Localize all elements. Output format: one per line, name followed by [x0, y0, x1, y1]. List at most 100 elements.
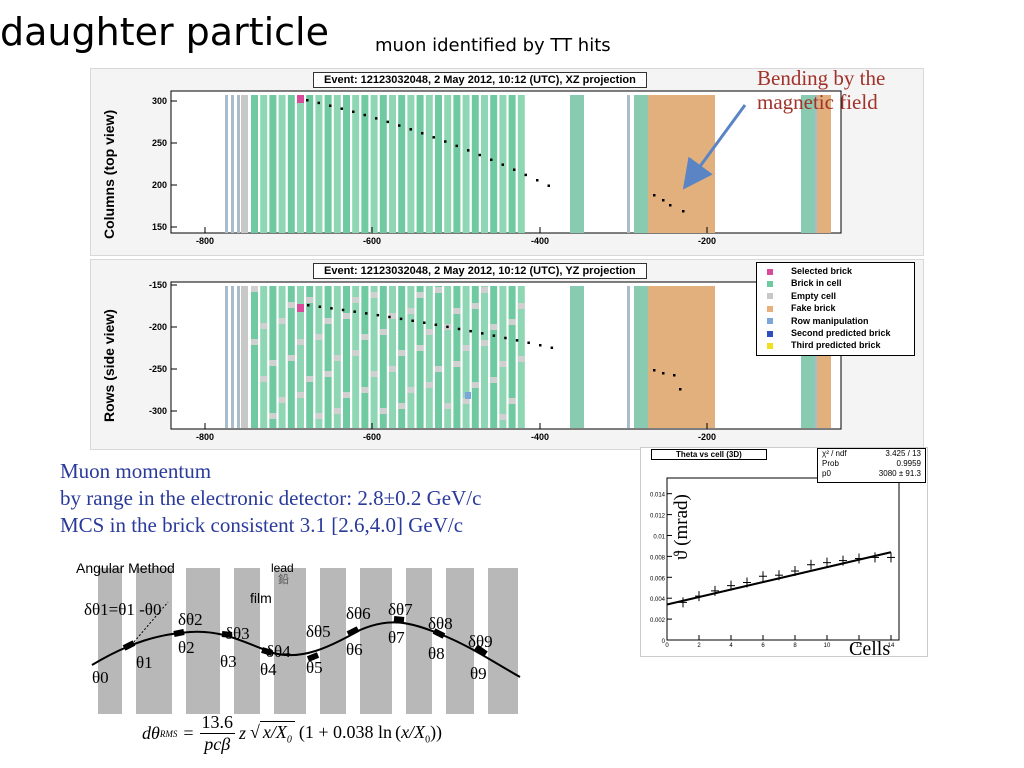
- xz-projection-plot: 300 250 200 150 -800 -600 -400 -200: [152, 90, 842, 246]
- empty-cell: [278, 318, 286, 324]
- legend-swatch: [767, 318, 773, 325]
- delta-theta-1: δθ1=θ1 -θ0: [84, 600, 162, 619]
- empty-cell: [343, 392, 350, 398]
- p0-value: 3080 ± 91.3: [878, 469, 921, 478]
- brick-column: [370, 95, 378, 233]
- empty-cell: [517, 356, 525, 362]
- brick-column: [499, 286, 507, 428]
- brick-column: [278, 95, 286, 233]
- track-hit: [513, 168, 516, 171]
- empty-cell: [499, 361, 507, 367]
- brick-column: [352, 95, 360, 233]
- empty-cell: [416, 345, 424, 351]
- theta-xlabel: Cells: [849, 638, 891, 660]
- track-hit: [365, 312, 368, 315]
- legend-item: Fake brick: [767, 303, 836, 313]
- brick-column: [306, 95, 314, 233]
- empty-cell: [370, 292, 378, 298]
- mcs-formula: dθ RMS = 13.6 pcβ z √ x/X0 (1 + 0.038 ln(…: [142, 712, 442, 755]
- legend-swatch: [767, 281, 773, 288]
- delta-theta-label: δθ9: [468, 632, 493, 651]
- legend-item: Row manipulation: [767, 316, 869, 326]
- theta-x-tick-label: 10: [824, 643, 831, 649]
- theta-label: θ1: [136, 653, 153, 672]
- slide-title: daughter particle: [0, 10, 329, 54]
- track-hit: [444, 140, 447, 143]
- legend: Selected brick Brick in cell Empty cell Fak…: [756, 262, 915, 356]
- formula-denominator: pcβ: [204, 734, 231, 754]
- legend-swatch: [767, 293, 773, 300]
- theta-vs-cell-plot: 0.014 0.012 0.01 0.008 0.006 0.004 0.002 0 0 2 4 6…: [650, 477, 900, 649]
- empty-cell: [517, 303, 525, 309]
- brick-column: [352, 286, 360, 428]
- film-layer: [172, 568, 186, 714]
- detector-plane: [627, 95, 630, 233]
- film-layer: [122, 568, 136, 714]
- empty-cell: [481, 287, 488, 293]
- legend-swatch: [767, 330, 773, 337]
- empty-cell: [379, 329, 387, 335]
- brick-column: [260, 286, 268, 428]
- legend-item: Third predicted brick: [767, 340, 881, 350]
- empty-cell: [379, 408, 387, 414]
- theta-label: θ7: [388, 628, 405, 647]
- empty-cell: [481, 340, 488, 346]
- theta-x-tick-label: 14: [888, 643, 895, 649]
- track-hit: [679, 388, 682, 391]
- brick-column: [315, 286, 323, 428]
- empty-cell: [251, 339, 258, 345]
- brick-column: [508, 286, 516, 428]
- legend-label: Selected brick: [791, 266, 853, 276]
- brick-column: [444, 286, 452, 428]
- chi2-label: χ² / ndf: [822, 449, 847, 458]
- legend-item: Selected brick: [767, 266, 852, 276]
- x-tick-label: -400: [531, 236, 549, 246]
- empty-cell: [361, 387, 369, 393]
- detector-plane: [815, 286, 818, 428]
- track-hit: [662, 199, 665, 202]
- film-layer: [220, 568, 234, 714]
- delta-theta-label: δθ3: [225, 624, 250, 643]
- tracker-plane: [801, 95, 815, 233]
- brick-column: [297, 95, 304, 233]
- legend-item: Empty cell: [767, 291, 836, 301]
- track-hit: [399, 317, 403, 321]
- empty-cell: [425, 329, 433, 335]
- delta-theta-label: δθ8: [428, 614, 453, 633]
- theta-y-tick-label: 0.012: [650, 514, 666, 520]
- empty-cell: [435, 287, 442, 293]
- theta-x-tick-label: 12: [856, 643, 863, 649]
- track-hit: [329, 104, 332, 107]
- brick-column: [508, 95, 516, 233]
- track-hit: [330, 307, 333, 310]
- brick-column: [453, 95, 461, 233]
- track-hit: [455, 144, 458, 148]
- film-label: film: [250, 590, 272, 606]
- empty-cell: [343, 313, 350, 319]
- x-tick-label: -200: [698, 236, 716, 246]
- theta-ylabel: ϑ (mrad): [671, 494, 692, 560]
- empty-cell: [251, 286, 258, 292]
- x-tick-label: -600: [363, 432, 381, 442]
- theta-label: θ2: [178, 638, 195, 657]
- legend-swatch: [767, 268, 773, 275]
- track-hit: [536, 179, 539, 182]
- empty-cell: [471, 303, 479, 309]
- formula-numerator: 13.6: [199, 712, 235, 734]
- track-hit: [386, 120, 389, 124]
- empty-cell: [370, 371, 378, 377]
- empty-cell: [508, 398, 516, 404]
- x-tick-label: -400: [531, 432, 549, 442]
- angular-heading: Angular Method: [76, 560, 175, 576]
- track-hit: [501, 163, 504, 166]
- empty-cell: [269, 413, 277, 419]
- theta-label: θ4: [260, 660, 277, 679]
- track-hit: [306, 99, 309, 102]
- empty-cell: [389, 313, 396, 319]
- track-hit: [492, 334, 496, 337]
- track-hit: [504, 336, 507, 340]
- detector-plane: [231, 95, 234, 233]
- tracker-plane: [570, 95, 584, 233]
- film-layer: [306, 568, 320, 714]
- empty-column: [241, 286, 248, 428]
